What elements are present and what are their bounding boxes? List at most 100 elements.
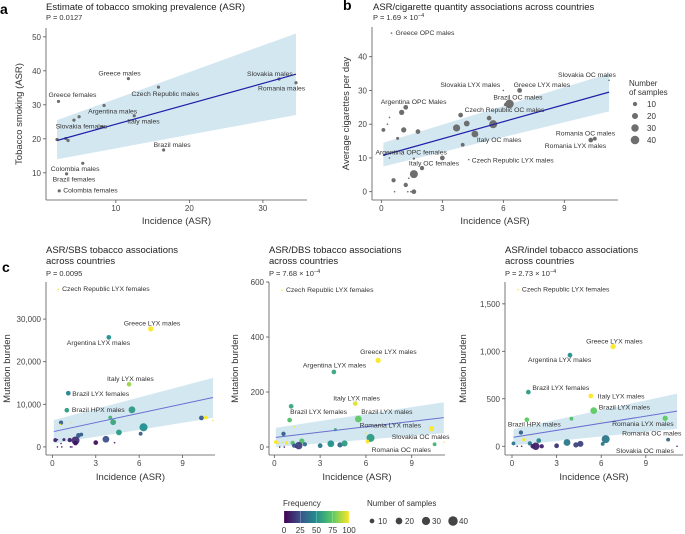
data-point [588, 137, 594, 143]
p-value-base: P = 0.0095 [46, 269, 82, 278]
point-label: Greece LYX males [360, 349, 417, 356]
data-point [302, 442, 308, 447]
data-point [393, 190, 396, 193]
data-point [388, 116, 391, 119]
p-value-base: P = 0.0127 [46, 13, 82, 22]
data-point [352, 401, 358, 406]
y-tick-label: 30,000 [17, 315, 42, 324]
data-point [72, 118, 76, 122]
data-point [608, 79, 610, 82]
point-label: Greece males [98, 70, 141, 77]
point-label: Colombia males [51, 166, 100, 173]
data-point [162, 148, 166, 152]
data-point [278, 442, 280, 444]
panel-label-a: a [0, 1, 8, 17]
x-axis-label: Incidence (ASR) [142, 216, 211, 227]
data-point [70, 421, 72, 424]
data-point [273, 440, 278, 444]
data-point [156, 85, 161, 89]
data-point [403, 104, 409, 110]
y-tick-label: 0 [37, 443, 42, 452]
point-label: Italy OC females [409, 160, 460, 167]
data-point [126, 381, 132, 387]
point-label: Italy OC males [477, 137, 522, 144]
data-point [53, 438, 58, 443]
x-tick-label: 9 [644, 459, 649, 468]
legend-size-marker [630, 135, 640, 145]
point-label: Brazil LYX females [290, 409, 348, 416]
regression-line [275, 417, 444, 438]
regression-line [56, 73, 297, 142]
colorbar-tick-label: 0 [282, 526, 287, 534]
data-point [331, 369, 337, 375]
point-label: Czech Republic males [131, 91, 199, 98]
data-point [128, 406, 136, 414]
data-point [396, 136, 400, 140]
data-point [62, 438, 66, 442]
legend-size-marker [395, 517, 403, 525]
data-point [278, 446, 281, 448]
data-point [407, 177, 410, 179]
y-tick-label: 10,000 [17, 400, 42, 409]
p-value: P = 1.69 × 10−4 [373, 13, 424, 22]
data-point [281, 431, 286, 436]
data-point [406, 190, 409, 193]
y-tick-label: 20,000 [17, 358, 42, 367]
data-point [592, 136, 597, 141]
data-point [341, 440, 348, 447]
data-point [527, 441, 532, 446]
data-point [662, 415, 668, 421]
data-point [56, 99, 61, 104]
data-point [518, 430, 524, 435]
data-point [69, 446, 72, 448]
data-point [199, 415, 204, 421]
chart-title: ASR/SBS tobacco associations [46, 245, 178, 256]
y-tick-label: 0 [260, 443, 265, 452]
x-tick-label: 9 [180, 459, 185, 468]
data-point [600, 441, 605, 446]
data-point [600, 420, 603, 422]
legend-size-label: 40 [459, 517, 468, 526]
data-point [73, 440, 78, 446]
data-point [381, 128, 386, 132]
point-label: Italy LYX males [333, 395, 380, 402]
point-label: Slovakia OC males [558, 72, 616, 79]
legend-size-marker [632, 101, 638, 107]
data-point [573, 442, 579, 448]
scatter-panel-b: ASR/cigarette quantity associations acro… [341, 2, 618, 227]
p-value-base: P = 7.68 × 10 [269, 269, 314, 278]
legend-size-label: 20 [647, 112, 656, 121]
regression-line [513, 410, 678, 438]
x-axis-label: Incidence (ASR) [96, 472, 165, 483]
y-tick-label: 40 [358, 53, 367, 62]
data-point [288, 403, 294, 409]
y-axis-label: Mutation burden [230, 334, 241, 403]
data-point [524, 417, 530, 423]
data-point [354, 415, 362, 423]
y-tick-label: 30 [32, 101, 41, 110]
data-point [520, 445, 523, 448]
data-point [505, 99, 514, 109]
data-point [102, 103, 106, 108]
data-point [503, 103, 507, 107]
point-label: Romania LYX males [612, 421, 674, 428]
p-value-base: P = 1.69 × 10 [373, 13, 418, 22]
data-point [287, 417, 292, 423]
data-point [203, 415, 208, 420]
point-label: Brazil males [154, 142, 192, 149]
data-point [439, 155, 445, 161]
data-point [108, 415, 113, 420]
point-label: Romania LYX males [545, 143, 607, 150]
data-point [390, 32, 393, 34]
point-label: Brazil LYX females [532, 385, 590, 392]
data-point [113, 441, 116, 444]
data-point [57, 288, 59, 291]
data-point [81, 161, 85, 165]
data-point [471, 130, 479, 138]
data-point [283, 446, 286, 448]
data-point [428, 425, 435, 432]
point-label: Slovakia OC males [392, 434, 450, 441]
data-point [281, 289, 283, 292]
panel-label-c: c [2, 259, 10, 275]
